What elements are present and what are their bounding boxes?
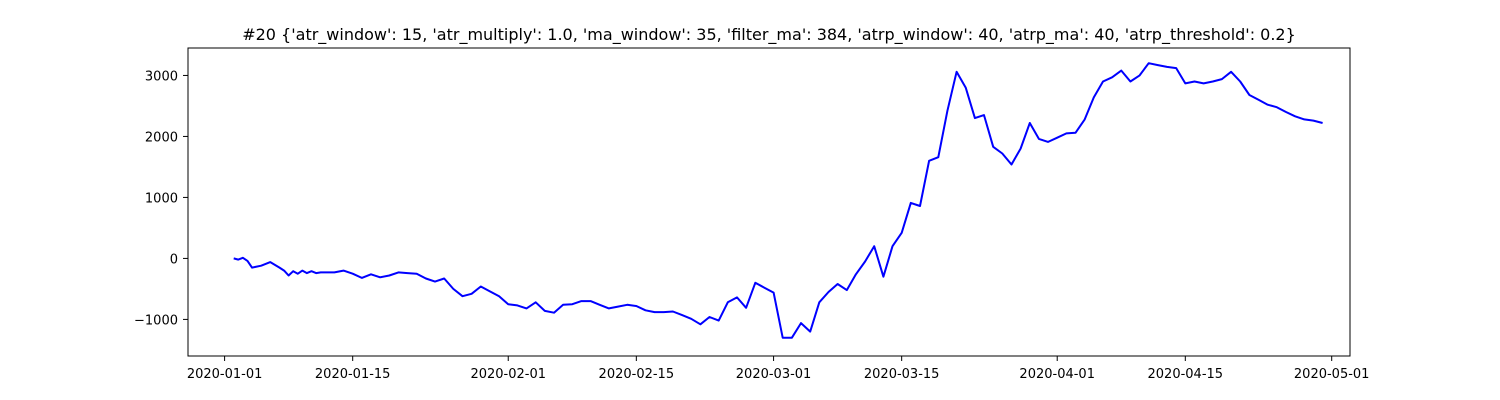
x-tick-label: 2020-02-01 <box>470 367 546 382</box>
y-tick-label: 0 <box>170 252 178 267</box>
y-tick-label: 3000 <box>145 69 178 84</box>
x-tick-label: 2020-04-01 <box>1019 367 1095 382</box>
y-tick-label: 1000 <box>145 191 178 206</box>
y-tick-label: −1000 <box>134 313 178 328</box>
plot-frame <box>187 47 1351 357</box>
x-tick-label: 2020-01-15 <box>315 367 391 382</box>
x-tick-label: 2020-01-01 <box>187 367 263 382</box>
series-line <box>233 62 1323 339</box>
x-tick-label: 2020-02-15 <box>599 367 675 382</box>
x-axis: 2020-01-01 2020-01-15 2020-02-01 2020-02-15… <box>187 356 1370 382</box>
y-axis: −1000 0 1000 2000 3000 <box>134 69 188 328</box>
x-tick-label: 2020-03-15 <box>864 367 940 382</box>
x-tick-label: 2020-04-15 <box>1148 367 1224 382</box>
y-tick-label: 2000 <box>145 130 178 145</box>
x-tick-label: 2020-03-01 <box>736 367 812 382</box>
chart-title: #20 {'atr_window': 15, 'atr_multiply': 1… <box>242 25 1296 45</box>
x-tick-label: 2020-05-01 <box>1294 367 1370 382</box>
